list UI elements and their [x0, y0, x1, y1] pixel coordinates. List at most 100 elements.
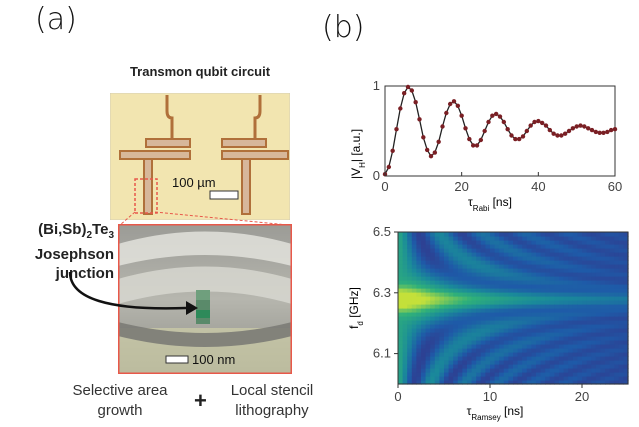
heatmap-cell — [531, 372, 537, 377]
heatmap-cell — [480, 328, 486, 333]
rabi-axes-frame — [384, 85, 616, 177]
heatmap-cell — [453, 276, 459, 281]
heatmap-cell — [448, 240, 454, 245]
heatmap-cell — [425, 360, 431, 365]
heatmap-cell — [407, 236, 413, 241]
heatmap-cell — [434, 236, 440, 241]
heatmap-cell — [499, 300, 505, 305]
heatmap-cell — [402, 340, 408, 345]
heatmap-cell — [563, 280, 569, 285]
heatmap-cell — [480, 252, 486, 257]
heatmap-cell — [549, 344, 555, 349]
heatmap-cell — [476, 232, 482, 237]
heatmap-cell — [448, 336, 454, 341]
heatmap-cell — [490, 252, 496, 257]
heatmap-cell — [605, 360, 611, 365]
rabi-data-point — [539, 120, 545, 126]
heatmap-cell — [448, 304, 454, 309]
heatmap-cell — [457, 236, 463, 241]
rabi-data-point — [532, 119, 537, 125]
heatmap-cell — [540, 312, 546, 317]
heatmap-cell — [453, 316, 459, 321]
heatmap-cell — [485, 320, 491, 325]
heatmap-cell — [480, 288, 486, 293]
heatmap-cell — [485, 368, 491, 373]
heatmap-cell — [586, 236, 592, 241]
heatmap-cell — [549, 252, 555, 257]
heatmap-cell — [416, 256, 422, 261]
heatmap-cell — [508, 332, 514, 337]
heatmap-cell — [434, 356, 440, 361]
heatmap-cell — [425, 260, 431, 265]
heatmap-cell — [457, 308, 463, 313]
junction-arrow — [68, 271, 198, 315]
heatmap-cell — [398, 256, 404, 261]
heatmap-cell — [582, 336, 588, 341]
heatmap-cell — [457, 260, 463, 265]
heatmap-cell — [499, 356, 505, 361]
heatmap-cell — [503, 364, 509, 369]
heatmap-cell — [402, 240, 408, 245]
heatmap-cell — [398, 244, 404, 249]
heatmap-cell — [586, 368, 592, 373]
heatmap-cell — [453, 380, 459, 385]
rabi-data-point — [597, 130, 602, 135]
heatmap-cell — [434, 324, 440, 329]
rabi-data-point — [516, 136, 522, 142]
heatmap-cell — [425, 344, 431, 349]
heatmap-cell — [614, 236, 620, 241]
heatmap-cell — [434, 368, 440, 373]
heatmap-cell — [568, 312, 574, 317]
heatmap-cell — [522, 368, 528, 373]
heatmap-cell — [421, 332, 427, 337]
heatmap-cell — [554, 260, 560, 265]
heatmap-cell — [411, 356, 417, 361]
heatmap-cell — [531, 320, 537, 325]
heatmap-cell — [568, 260, 574, 265]
heatmap-cell — [517, 268, 523, 273]
heatmap-cell — [407, 264, 413, 269]
heatmap-cell — [485, 316, 491, 321]
heatmap-cell — [508, 336, 514, 341]
heatmap-cell — [480, 356, 486, 361]
heatmap-cell — [623, 244, 629, 249]
rabi-data-point — [585, 126, 591, 131]
heatmap-cell — [471, 380, 477, 385]
heatmap-cell — [614, 332, 620, 337]
heatmap-cell — [467, 284, 473, 289]
heatmap-cell — [563, 268, 569, 273]
heatmap-cell — [508, 296, 514, 301]
heatmap-cell — [398, 292, 404, 297]
heatmap-cell — [416, 352, 422, 357]
heatmap-cell — [618, 356, 624, 361]
heatmap-cell — [444, 328, 450, 333]
heatmap-cell — [609, 308, 615, 313]
heatmap-cell — [554, 344, 560, 349]
heatmap-cell — [513, 304, 519, 309]
heatmap-cell — [605, 236, 611, 241]
heatmap-cell — [471, 264, 477, 269]
heatmap-cell — [407, 232, 413, 237]
heatmap-cell — [499, 336, 505, 341]
heatmap-cell — [609, 252, 615, 257]
heatmap-cell — [430, 300, 436, 305]
heatmap-cell — [577, 252, 583, 257]
heatmap-cell — [614, 364, 620, 369]
heatmap-cell — [559, 248, 565, 253]
heatmap-cell — [471, 256, 477, 261]
heatmap-cell — [577, 304, 583, 309]
heatmap-cell — [439, 308, 445, 313]
heatmap-cell — [402, 264, 408, 269]
heatmap-cell — [485, 252, 491, 257]
heatmap-cell — [467, 364, 473, 369]
heatmap-cell — [439, 288, 445, 293]
heatmap-cell — [554, 284, 560, 289]
heatmap-cell — [614, 352, 620, 357]
heatmap-cell — [467, 296, 473, 301]
heatmap-cell — [485, 372, 491, 377]
heatmap-cell — [407, 240, 413, 245]
heatmap-cell — [398, 360, 404, 365]
heatmap-cell — [582, 244, 588, 249]
heatmap-cell — [416, 372, 422, 377]
heatmap-cell — [485, 300, 491, 305]
